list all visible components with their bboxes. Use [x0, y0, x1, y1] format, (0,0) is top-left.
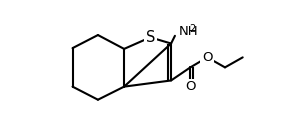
Text: 2: 2	[190, 24, 196, 34]
Text: O: O	[185, 80, 196, 93]
Text: S: S	[146, 30, 155, 45]
Text: O: O	[202, 51, 213, 64]
Text: NH: NH	[179, 25, 198, 39]
